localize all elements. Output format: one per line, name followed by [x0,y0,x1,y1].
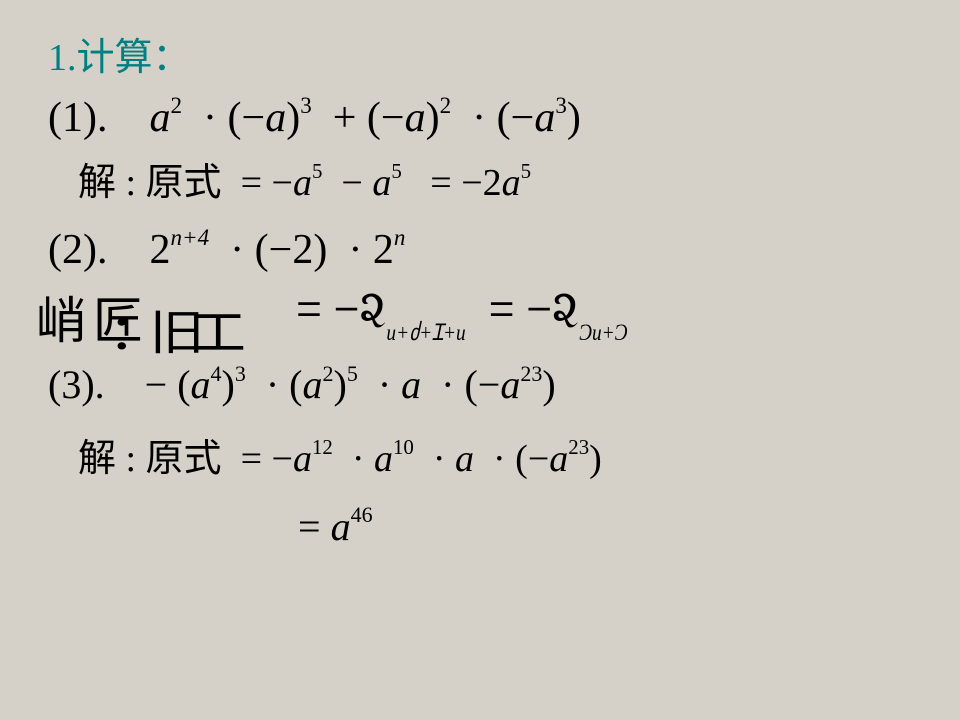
problem-2-expression: (2). 2n+4 · (−2) · 2n [48,227,912,273]
problem-3-expression: (3). − (a4)3 · (a2)5 · a · (−a23) [48,363,912,407]
problem-1-expression: (1). a2 · (−a)3 + (−a)2 · (−a3) [48,95,912,141]
math-worksheet: 1.计算： (1). a2 · (−a)3 + (−a)2 · (−a3) 解 … [0,0,960,720]
problem-2-solution-corrupted: 峭 匠 ：旧工 = −૨u+ძ+Ɪ+u = −૨Ɔu+Ɔ [36,281,912,349]
problem-3-solution-step1: 解 : 原式 = −a12 · a10 · a · (−a23) [78,439,912,481]
problem-1-solution: 解 : 原式 = −a5 − a5 = −2a5 [78,163,912,205]
problem-3-solution-final: = a46 [298,505,912,549]
page-title: 1.计算： [48,26,912,81]
